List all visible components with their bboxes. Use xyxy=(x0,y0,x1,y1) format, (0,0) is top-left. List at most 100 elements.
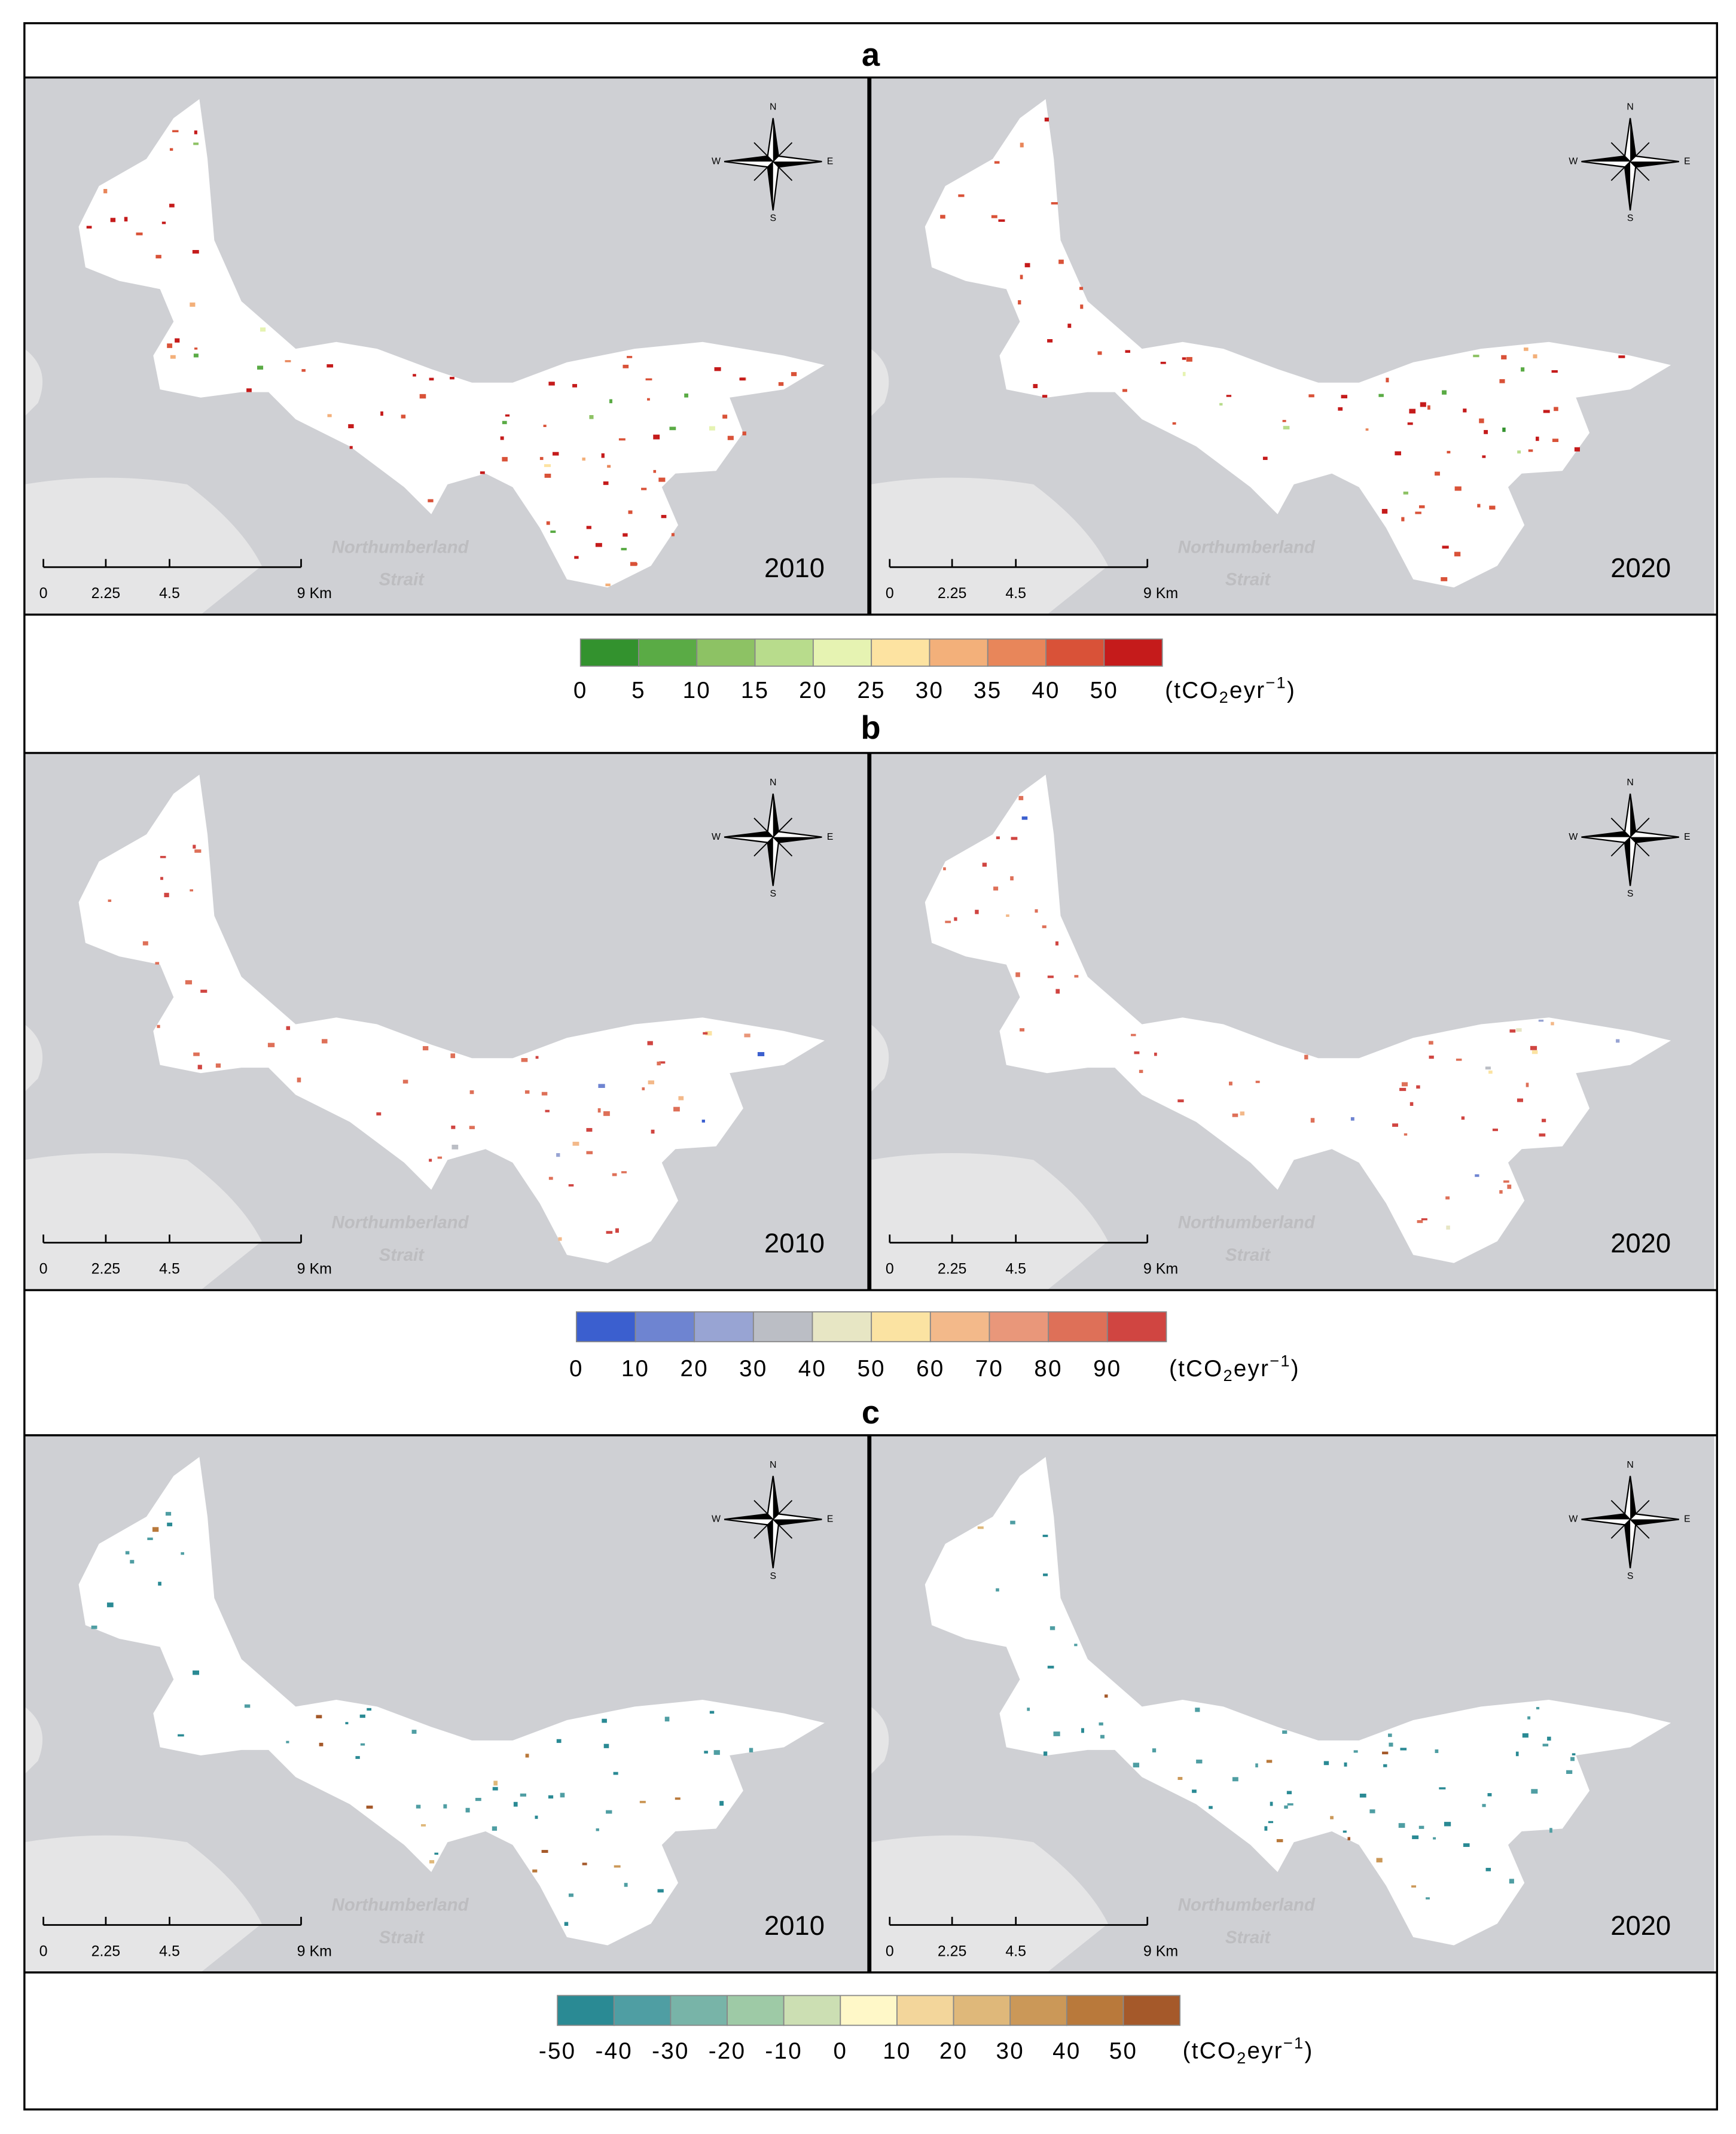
pixel xyxy=(1482,455,1486,458)
pixel xyxy=(286,1740,289,1743)
pixel xyxy=(1338,407,1343,411)
mainland xyxy=(871,477,1108,615)
pixel xyxy=(142,941,148,946)
pixel xyxy=(1507,1184,1512,1189)
pixel xyxy=(1536,437,1539,441)
pixel xyxy=(568,1184,574,1187)
pixel xyxy=(996,1588,999,1592)
pixel xyxy=(1477,504,1481,508)
map: Northumberland Strait 2020 0 2.25 4.5 9 Km N S W E xyxy=(871,77,1714,615)
pixel xyxy=(1058,260,1064,264)
mainland xyxy=(24,477,262,615)
pixel xyxy=(558,1237,562,1241)
year-label: 2020 xyxy=(1610,1910,1671,1941)
pixel xyxy=(739,377,745,381)
legend-unit: (tCO2eyr−1) xyxy=(1183,2034,1314,2067)
pixel xyxy=(1539,1133,1546,1137)
pixel xyxy=(1574,447,1580,452)
pixel xyxy=(1042,395,1048,398)
pixel xyxy=(1509,1879,1514,1884)
pixel xyxy=(749,1748,753,1752)
mainland xyxy=(24,1024,43,1092)
pixel xyxy=(194,849,202,853)
compass-star xyxy=(724,118,822,211)
legend-swatch xyxy=(1009,1995,1067,2026)
pixel xyxy=(194,130,197,135)
pixel xyxy=(1501,355,1507,359)
pixel xyxy=(556,1739,562,1743)
legend-swatch xyxy=(1045,638,1105,667)
legend-swatch xyxy=(634,1311,695,1343)
map: Northumberland Strait 2020 0 2.25 4.5 9 Km N S W E xyxy=(871,1435,1714,1973)
compass-letter: W xyxy=(1569,156,1578,166)
pixel xyxy=(1411,1885,1417,1888)
pixel xyxy=(1043,1751,1048,1756)
pixel xyxy=(1531,1050,1538,1054)
pixel xyxy=(778,382,784,386)
pixel xyxy=(1463,408,1467,413)
pixel xyxy=(194,347,198,350)
pixel xyxy=(623,533,628,537)
pixel xyxy=(1047,339,1053,343)
pixel xyxy=(1485,1868,1491,1871)
legend-swatch xyxy=(557,1995,615,2026)
compass-letter: E xyxy=(827,156,834,166)
pixel xyxy=(1551,1022,1554,1026)
pixel xyxy=(505,414,510,417)
legend-swatch xyxy=(840,1995,898,2026)
scale-label: 4.5 xyxy=(159,1943,180,1959)
mainland xyxy=(871,1835,1108,1973)
legend-tick-label: 30 xyxy=(916,678,944,703)
pixel xyxy=(1047,975,1054,978)
legend-tick-label: 80 xyxy=(1034,1356,1062,1382)
pixel xyxy=(940,215,945,219)
pixel xyxy=(316,1715,322,1718)
pixel xyxy=(623,364,629,368)
pixel xyxy=(86,225,92,229)
pixel xyxy=(1182,357,1186,360)
pixel xyxy=(469,1126,475,1129)
unit-part: ) xyxy=(1291,1356,1300,1382)
pixel xyxy=(1262,456,1268,461)
pixel xyxy=(1522,1733,1528,1738)
map: Northumberland Strait 2010 0 2.25 4.5 9 Km N S W E xyxy=(24,77,868,615)
pixel xyxy=(1240,1111,1245,1116)
pixel xyxy=(993,886,999,891)
pixel xyxy=(524,1090,530,1094)
legend-swatch xyxy=(783,1995,841,2026)
scale-label: 9 Km xyxy=(297,1943,332,1959)
legend-swatch xyxy=(1106,1311,1167,1343)
pixel xyxy=(582,458,585,461)
pixel xyxy=(1524,347,1528,351)
pixel xyxy=(1286,1791,1292,1794)
scale-label: 0 xyxy=(886,1261,894,1278)
pixel xyxy=(552,452,559,456)
pixel xyxy=(1049,1626,1055,1630)
pixel xyxy=(678,1096,684,1100)
pixel xyxy=(327,364,334,368)
pixel xyxy=(657,1061,661,1066)
pixel xyxy=(1442,390,1447,395)
pixel xyxy=(1482,1804,1486,1807)
pixel xyxy=(709,1711,715,1714)
pixel xyxy=(1154,1052,1157,1056)
pixel xyxy=(1616,1039,1620,1043)
legend-swatch xyxy=(953,1995,1011,2026)
pixel xyxy=(165,1511,172,1516)
pixel xyxy=(641,487,647,490)
unit-part: ) xyxy=(1287,678,1296,703)
pixel xyxy=(1232,1777,1238,1782)
legend-swatch xyxy=(1066,1995,1124,2026)
sea-label: Northumberland xyxy=(331,1213,469,1233)
pixel xyxy=(157,1025,160,1028)
pixel xyxy=(606,1231,613,1234)
pixel xyxy=(193,353,199,358)
pixel xyxy=(367,1708,372,1711)
pixel xyxy=(595,542,602,547)
compass-letter: N xyxy=(1627,102,1633,112)
legend-swatch xyxy=(812,638,872,667)
pixel xyxy=(607,465,611,468)
legend-tick-label: 30 xyxy=(739,1356,767,1382)
pixel xyxy=(568,1893,573,1897)
legend-tick-label: 0 xyxy=(833,2038,847,2064)
